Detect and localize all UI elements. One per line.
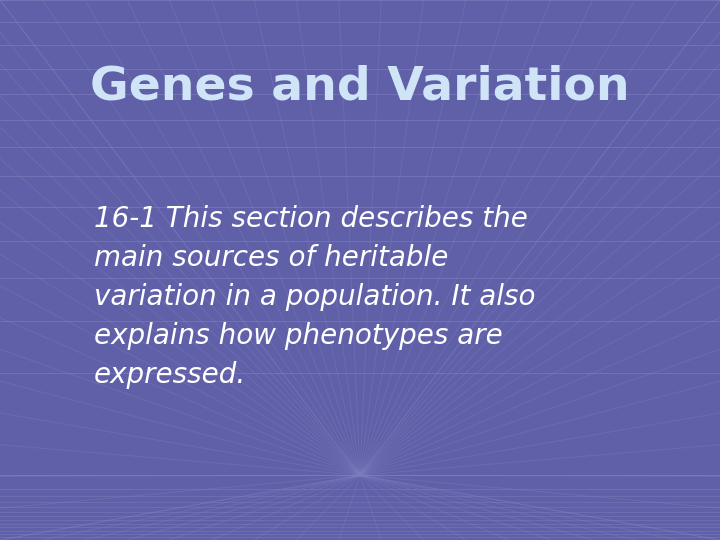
Text: 16-1 This section describes the
main sources of heritable
variation in a populat: 16-1 This section describes the main sou… bbox=[94, 205, 535, 389]
Text: Genes and Variation: Genes and Variation bbox=[90, 65, 630, 110]
